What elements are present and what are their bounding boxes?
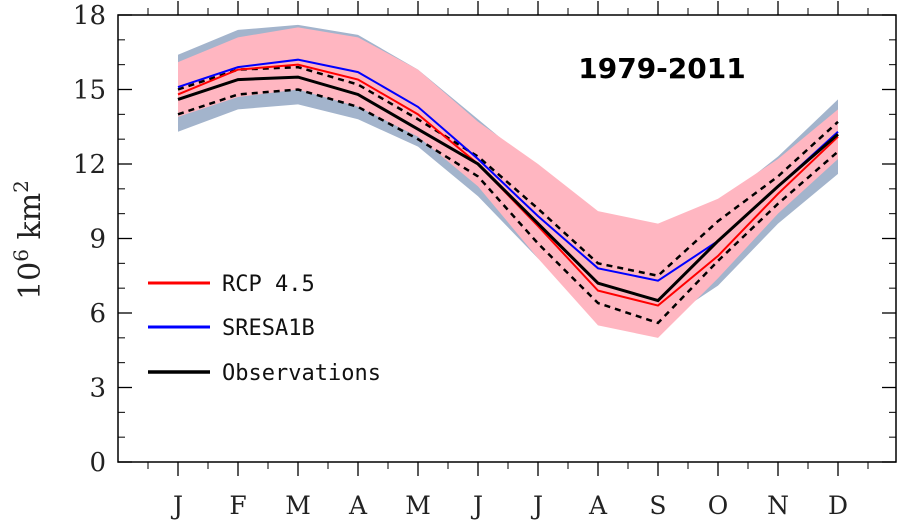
y-tick-label: 3 bbox=[89, 374, 106, 404]
legend-label-observations: Observations bbox=[222, 361, 381, 386]
x-tick-label: D bbox=[828, 491, 848, 520]
x-tick-label: J bbox=[170, 491, 183, 520]
y-tick-label: 18 bbox=[73, 1, 106, 31]
observations-lower-dashed-line bbox=[177, 88, 839, 325]
y-axis-label: 106 km2 bbox=[9, 180, 48, 300]
legend-label-rcp45: RCP 4.5 bbox=[222, 272, 315, 297]
y-tick-label: 15 bbox=[73, 76, 106, 106]
y-tick-label: 12 bbox=[73, 150, 106, 180]
x-tick-label: J bbox=[530, 491, 543, 520]
data-lines bbox=[177, 58, 839, 325]
axis-labels: 0 3 6 9 12 15 18 J F M A M J J A S O N D bbox=[73, 1, 848, 520]
chart-title: 1979-2011 bbox=[578, 52, 745, 85]
x-tick-label: S bbox=[649, 491, 666, 520]
x-tick-label: N bbox=[767, 491, 789, 520]
y-tick-label: 0 bbox=[89, 448, 106, 478]
observations-upper-dashed-line bbox=[177, 65, 839, 278]
legend: RCP 4.5 SRESA1B Observations bbox=[148, 272, 381, 386]
x-tick-label: M bbox=[285, 491, 311, 520]
x-tick-label: M bbox=[405, 491, 431, 520]
observations-line bbox=[177, 75, 839, 303]
x-tick-label: J bbox=[470, 491, 483, 520]
x-tick-label: A bbox=[348, 491, 368, 520]
axes bbox=[117, 1, 897, 476]
x-tick-label: O bbox=[708, 491, 729, 520]
x-tick-label: A bbox=[588, 491, 608, 520]
x-tick-label: F bbox=[229, 491, 246, 520]
y-tick-label: 6 bbox=[89, 299, 106, 329]
legend-label-sresa1b: SRESA1B bbox=[222, 316, 315, 341]
y-tick-label: 9 bbox=[89, 225, 106, 255]
